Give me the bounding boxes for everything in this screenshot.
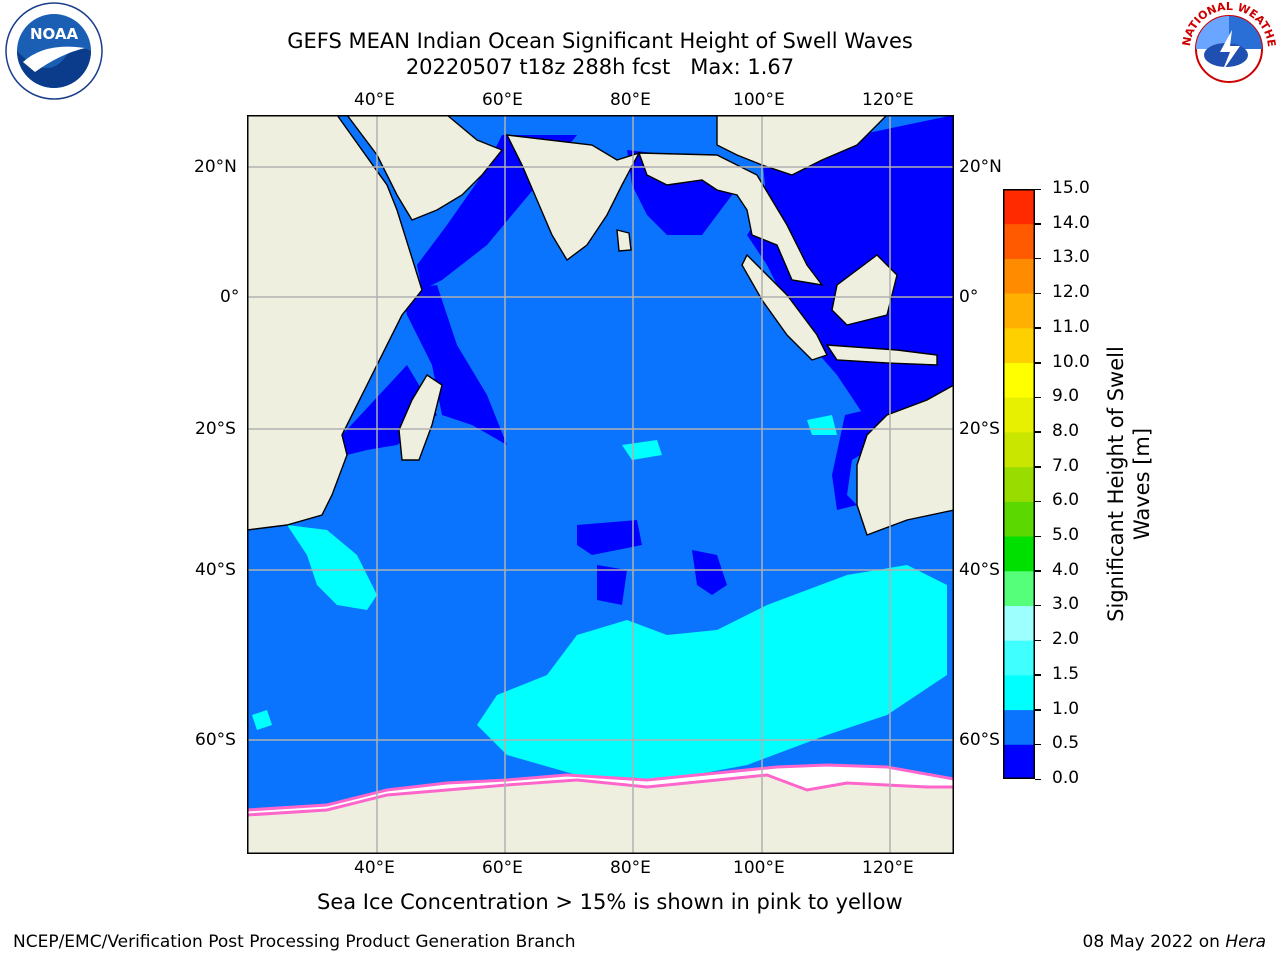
lon-tick-bottom-100e: 100°E — [733, 858, 785, 878]
colorbar-tick-mark — [1035, 743, 1041, 746]
colorbar-tick-mark — [1035, 674, 1041, 676]
map-frame — [245, 114, 956, 855]
lat-tick-right-60s: 60°S — [959, 730, 1000, 750]
colorbar-tick-label: 3.0 — [1052, 594, 1080, 615]
colorbar-tick-mark — [1035, 362, 1041, 364]
colorbar-tick-label: 2.0 — [1052, 629, 1080, 650]
lat-tick-right-40s: 40°S — [959, 560, 1000, 580]
colorbar-segment — [1003, 605, 1035, 641]
sea-ice-caption: Sea Ice Concentration > 15% is shown in … — [317, 890, 903, 914]
colorbar-tick-mark — [1035, 292, 1041, 295]
footer-right: 08 May 2022 on Hera — [1083, 932, 1267, 952]
colorbar-segment — [1003, 431, 1035, 468]
colorbar-tick-label: 0.5 — [1052, 733, 1080, 754]
sea-ice — [245, 763, 956, 817]
colorbar-tick-label: 1.5 — [1052, 663, 1080, 684]
colorbar-tick-mark — [1035, 396, 1041, 399]
colorbar-segment — [1003, 397, 1035, 433]
colorbar-tick-label: 0.0 — [1052, 768, 1080, 788]
lon-tick-top-60e: 60°E — [482, 90, 523, 110]
lon-tick-bottom-60e: 60°E — [482, 858, 523, 878]
colorbar-tick-mark — [1035, 535, 1041, 538]
colorbar-tick-mark — [1035, 188, 1041, 190]
footer-left: NCEP/EMC/Verification Post Processing Pr… — [13, 932, 576, 952]
colorbar-tick-label: 6.0 — [1052, 490, 1080, 511]
colorbar-segment — [1003, 744, 1035, 780]
nws-logo: NATIONAL WEATHER SERVICE — [1176, 0, 1278, 98]
colorbar-segment — [1003, 674, 1035, 711]
lat-tick-left-60s: 60°S — [195, 730, 236, 750]
colorbar-tick-label: 4.0 — [1052, 559, 1080, 580]
colorbar-segment — [1003, 501, 1035, 537]
lon-tick-bottom-120e: 120°E — [862, 858, 914, 878]
noaa-logo: NOAA — [5, 2, 103, 100]
colorbar-tick-mark — [1035, 257, 1041, 260]
colorbar-segment — [1003, 570, 1035, 606]
colorbar-border — [1003, 189, 1035, 779]
colorbar-tick-mark — [1035, 709, 1041, 711]
lat-tick-right-20s: 20°S — [959, 419, 1000, 439]
colorbar-tick-label: 12.0 — [1052, 282, 1090, 303]
lon-tick-bottom-80e: 80°E — [610, 858, 651, 878]
lon-tick-top-40e: 40°E — [354, 90, 395, 110]
colorbar-tick-label: 15.0 — [1052, 178, 1090, 198]
map-title-line1: GEFS MEAN Indian Ocean Significant Heigh… — [287, 29, 913, 53]
colorbar-tick-mark — [1035, 570, 1041, 572]
colorbar-tick-label: 1.0 — [1052, 698, 1080, 719]
lon-tick-top-120e: 120°E — [862, 90, 914, 110]
colorbar-tick-mark — [1035, 431, 1041, 433]
colorbar-tick-mark — [1035, 778, 1041, 780]
colorbar-tick-label: 14.0 — [1052, 212, 1090, 233]
colorbar-tick-mark — [1035, 466, 1041, 468]
lon-tick-top-100e: 100°E — [733, 90, 785, 110]
lat-tick-left-0: 0° — [220, 287, 240, 307]
footer-machine: Hera — [1225, 932, 1266, 952]
colorbar-tick-label: 8.0 — [1052, 420, 1080, 441]
colorbar-tick-label: 13.0 — [1052, 247, 1090, 268]
colorbar-segment — [1003, 223, 1035, 259]
colorbar-segment — [1003, 189, 1035, 225]
colorbar-tick-label: 5.0 — [1052, 525, 1080, 546]
colorbar-segment — [1003, 258, 1035, 294]
colorbar-segment — [1003, 709, 1035, 745]
lat-tick-left-20s: 20°S — [195, 419, 236, 439]
colorbar-label-text: Significant Height of Swell Waves [m] — [1104, 346, 1154, 622]
noaa-logo-text: NOAA — [30, 25, 79, 43]
lat-tick-right-0: 0° — [959, 287, 979, 307]
colorbar-tick-label: 9.0 — [1052, 386, 1080, 407]
colorbar-segment — [1003, 536, 1035, 572]
map-title-line2: 20220507 t18z 288h fcst Max: 1.67 — [405, 55, 795, 79]
colorbar-tick-mark — [1035, 639, 1041, 642]
lat-tick-right-20n: 20°N — [959, 157, 1002, 177]
colorbar — [1003, 189, 1035, 780]
map-grid — [247, 115, 954, 854]
high-swell-regions — [252, 415, 947, 780]
colorbar-svg — [1003, 189, 1035, 780]
footer-date: 08 May 2022 on — [1082, 932, 1226, 952]
lon-tick-bottom-40e: 40°E — [354, 858, 395, 878]
colorbar-segment — [1003, 640, 1035, 676]
colorbar-segment — [1003, 327, 1035, 364]
colorbar-segment — [1003, 466, 1035, 502]
colorbar-tick-mark — [1035, 223, 1041, 225]
colorbar-tick-mark — [1035, 604, 1041, 607]
lat-tick-left-40s: 40°S — [195, 560, 236, 580]
colorbar-tick-mark — [1035, 327, 1041, 329]
lon-tick-top-80e: 80°E — [610, 90, 651, 110]
colorbar-tick-mark — [1035, 500, 1041, 503]
colorbar-tick-label: 10.0 — [1052, 351, 1090, 372]
colorbar-segment — [1003, 362, 1035, 398]
colorbar-tick-label: 11.0 — [1052, 316, 1090, 337]
colorbar-tick-label: 7.0 — [1052, 455, 1080, 476]
colorbar-segment — [1003, 293, 1035, 329]
lat-tick-left-20n: 20°N — [194, 157, 237, 177]
